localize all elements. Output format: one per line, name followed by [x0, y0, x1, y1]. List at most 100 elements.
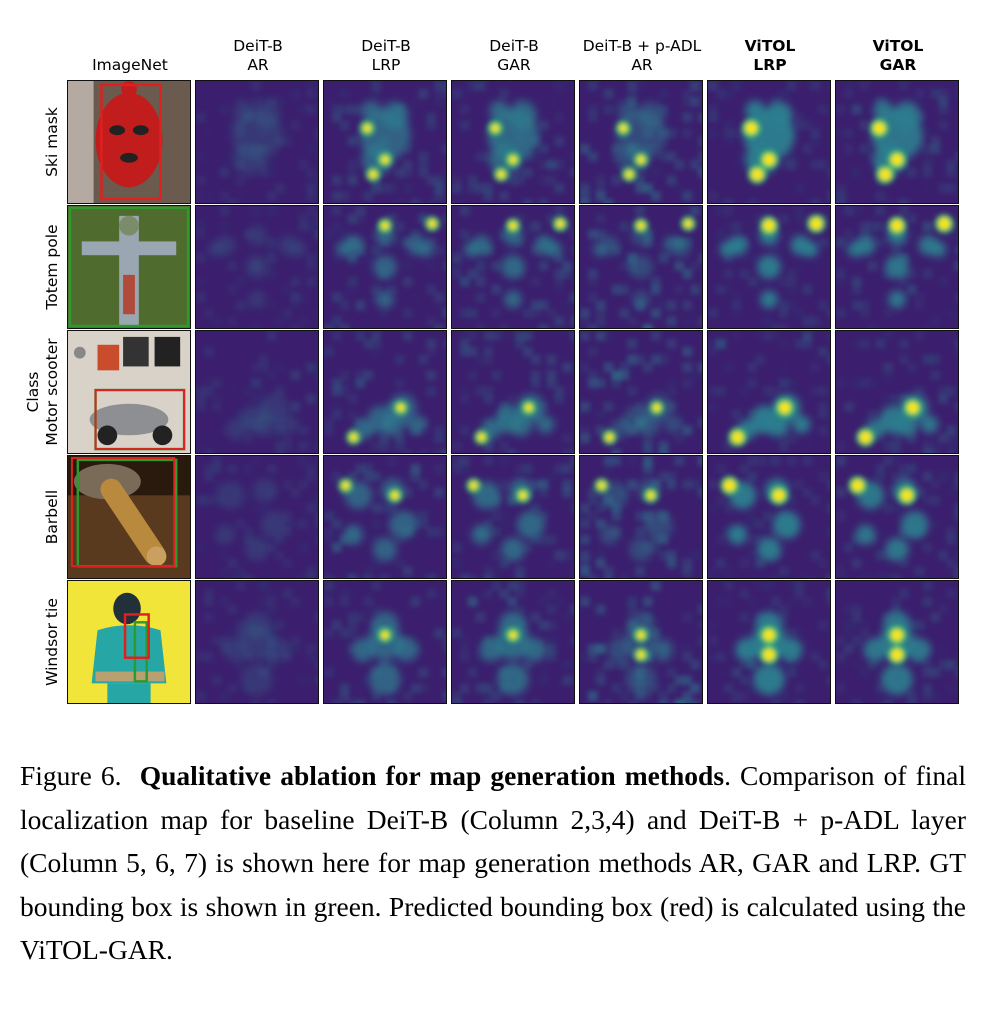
localization-map — [836, 331, 958, 453]
col-header-line2: AR — [631, 56, 653, 74]
localization-map — [580, 81, 702, 203]
heatmap-barbell-vitol-lrp — [707, 455, 831, 579]
col-header-vitol-lrp: ViTOL LRP — [706, 37, 834, 75]
heatmap-motor-scooter-deitb-padl-ar — [579, 330, 703, 454]
heatmap-windsor-tie-vitol-lrp — [707, 580, 831, 704]
caption-label: Figure 6. — [20, 760, 122, 791]
localization-map — [196, 456, 318, 578]
caption-title: Qualitative ablation for map generation … — [139, 760, 725, 791]
localization-map — [836, 581, 958, 703]
localization-map — [452, 331, 574, 453]
heatmap-ski-mask-deitb-padl-ar — [579, 80, 703, 204]
localization-map — [580, 456, 702, 578]
row-label-barbell: Barbell — [43, 489, 61, 545]
col-header-line1: ImageNet — [92, 56, 168, 74]
image-windsor-tie-imagenet — [67, 580, 191, 704]
col-header-vitol-gar: ViTOL GAR — [834, 37, 962, 75]
heatmap-ski-mask-deitb-gar — [451, 80, 575, 204]
image-ski-mask-imagenet — [67, 80, 191, 204]
localization-map — [324, 81, 446, 203]
row-label-ski-mask: Ski mask — [43, 107, 61, 177]
caption-body: . Comparison of final localization map f… — [20, 760, 966, 965]
localization-map — [196, 581, 318, 703]
localization-map — [708, 81, 830, 203]
col-header-line1: DeiT-B + p-ADL — [582, 37, 702, 55]
localization-map — [708, 206, 830, 328]
heatmap-totem-pole-deitb-padl-ar — [579, 205, 703, 329]
heatmap-ski-mask-deitb-ar — [195, 80, 319, 204]
col-header-line1: DeiT-B — [489, 37, 539, 55]
col-header-deitb-padl-ar: DeiT-B + p-ADL AR — [571, 37, 713, 75]
heatmap-barbell-deitb-lrp — [323, 455, 447, 579]
image-barbell-imagenet — [67, 455, 191, 579]
heatmap-windsor-tie-vitol-gar — [835, 580, 959, 704]
photo-thumbnail — [68, 206, 190, 328]
heatmap-windsor-tie-deitb-lrp — [323, 580, 447, 704]
heatmap-ski-mask-vitol-lrp — [707, 80, 831, 204]
row-label-totem-pole: Totem pole — [43, 224, 61, 310]
localization-map — [324, 456, 446, 578]
heatmap-totem-pole-vitol-lrp — [707, 205, 831, 329]
y-axis-label: Class — [24, 371, 42, 413]
col-header-line1: DeiT-B — [233, 37, 283, 55]
col-header-line2: AR — [247, 56, 269, 74]
heatmap-windsor-tie-deitb-padl-ar — [579, 580, 703, 704]
col-header-line1: ViTOL — [872, 37, 924, 55]
heatmap-totem-pole-vitol-gar — [835, 205, 959, 329]
localization-map — [708, 456, 830, 578]
localization-map — [324, 581, 446, 703]
heatmap-ski-mask-deitb-lrp — [323, 80, 447, 204]
localization-map — [708, 331, 830, 453]
localization-map — [580, 206, 702, 328]
heatmap-barbell-vitol-gar — [835, 455, 959, 579]
col-header-line2: GAR — [879, 56, 917, 74]
col-header-deitb-ar: DeiT-B AR — [194, 37, 322, 75]
localization-map — [452, 81, 574, 203]
col-header-line2: LRP — [753, 56, 787, 74]
heatmap-windsor-tie-deitb-ar — [195, 580, 319, 704]
heatmap-barbell-deitb-padl-ar — [579, 455, 703, 579]
col-header-line1: DeiT-B — [361, 37, 411, 55]
col-header-line2: GAR — [497, 56, 531, 74]
heatmap-totem-pole-deitb-gar — [451, 205, 575, 329]
localization-map — [836, 456, 958, 578]
row-label-windsor-tie: Windsor tie — [43, 598, 61, 686]
photo-thumbnail — [68, 81, 190, 203]
row-label-motor-scooter: Motor scooter — [43, 338, 61, 446]
localization-map — [580, 331, 702, 453]
localization-map — [836, 81, 958, 203]
heatmap-motor-scooter-deitb-gar — [451, 330, 575, 454]
col-header-line2: LRP — [371, 56, 401, 74]
heatmap-totem-pole-deitb-lrp — [323, 205, 447, 329]
localization-map — [580, 581, 702, 703]
localization-map — [196, 81, 318, 203]
figure-caption: Figure 6. Qualitative ablation for map g… — [20, 754, 966, 972]
localization-map — [452, 456, 574, 578]
localization-map — [452, 206, 574, 328]
heatmap-motor-scooter-vitol-gar — [835, 330, 959, 454]
col-header-deitb-lrp: DeiT-B LRP — [322, 37, 450, 75]
heatmap-barbell-deitb-gar — [451, 455, 575, 579]
photo-thumbnail — [68, 456, 190, 578]
localization-map — [452, 581, 574, 703]
figure-6: ImageNet DeiT-B AR DeiT-B LRP DeiT-B GAR… — [24, 37, 962, 704]
localization-map — [196, 331, 318, 453]
localization-map — [196, 206, 318, 328]
heatmap-motor-scooter-vitol-lrp — [707, 330, 831, 454]
col-header-deitb-gar: DeiT-B GAR — [450, 37, 578, 75]
image-totem-pole-imagenet — [67, 205, 191, 329]
heatmap-ski-mask-vitol-gar — [835, 80, 959, 204]
col-header-line1: ViTOL — [744, 37, 796, 55]
image-motor-scooter-imagenet — [67, 330, 191, 454]
localization-map — [836, 206, 958, 328]
col-header-imagenet: ImageNet — [66, 56, 194, 75]
heatmap-motor-scooter-deitb-ar — [195, 330, 319, 454]
localization-map — [324, 331, 446, 453]
heatmap-barbell-deitb-ar — [195, 455, 319, 579]
heatmap-motor-scooter-deitb-lrp — [323, 330, 447, 454]
heatmap-totem-pole-deitb-ar — [195, 205, 319, 329]
localization-map — [708, 581, 830, 703]
photo-thumbnail — [68, 331, 190, 453]
heatmap-windsor-tie-deitb-gar — [451, 580, 575, 704]
localization-map — [324, 206, 446, 328]
